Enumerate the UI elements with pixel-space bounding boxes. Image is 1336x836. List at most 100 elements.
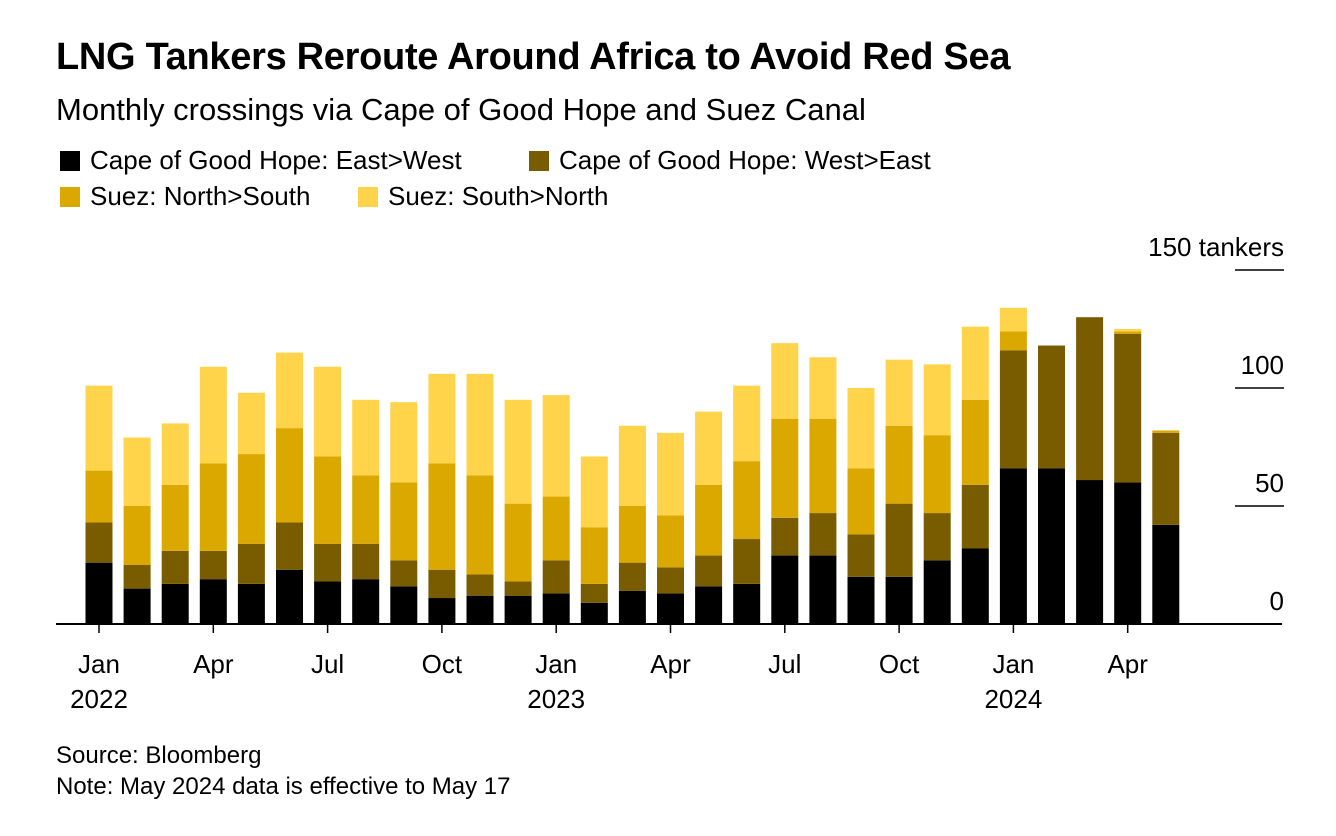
chart-notes: Source: Bloomberg Note: May 2024 data is… xyxy=(56,740,510,802)
x-tick-label: Jan xyxy=(78,649,120,679)
bar-segment-3 xyxy=(504,503,532,582)
bar-segment-2 xyxy=(466,574,494,596)
bar-segment-1 xyxy=(695,586,723,624)
bar-segment-2 xyxy=(1038,345,1065,469)
bar-segment-1 xyxy=(123,588,151,624)
legend-swatch xyxy=(60,186,80,207)
bar-segment-4 xyxy=(771,343,799,419)
bar-segment-1 xyxy=(1076,480,1104,624)
bar-segment-4 xyxy=(999,307,1027,332)
bar-segment-4 xyxy=(276,352,303,429)
footnote: Note: May 2024 data is effective to May … xyxy=(56,773,511,800)
bar-segment-4 xyxy=(466,373,494,476)
bar-segment-1 xyxy=(580,602,608,624)
chart-subtitle: Monthly crossings via Cape of Good Hope … xyxy=(56,92,866,127)
bar-segment-3 xyxy=(923,435,951,514)
bar-segment-2 xyxy=(123,565,151,589)
bar-segment-1 xyxy=(657,593,684,624)
bar-segment-3 xyxy=(390,482,418,561)
legend-item-suez-south-north: Suez: South>North xyxy=(358,181,608,212)
bar-segment-2 xyxy=(961,484,989,549)
legend-swatch xyxy=(60,150,80,171)
bar-segment-2 xyxy=(237,543,265,584)
bar-segment-4 xyxy=(885,359,913,426)
bar-segment-3 xyxy=(618,506,646,563)
bar-segment-4 xyxy=(428,373,456,464)
bar-segment-1 xyxy=(314,581,342,624)
bar-segment-3 xyxy=(657,515,684,568)
x-tick-year-label: 2022 xyxy=(70,684,128,714)
bar-segment-2 xyxy=(923,513,951,561)
bar-segment-3 xyxy=(542,496,570,561)
bar-segment-1 xyxy=(1038,468,1065,624)
bar-segment-2 xyxy=(657,567,684,594)
bar-segment-4 xyxy=(657,432,684,516)
bar-segment-1 xyxy=(923,560,951,624)
bar-segment-1 xyxy=(85,562,113,624)
bar-segment-1 xyxy=(847,576,875,624)
bar-segment-4 xyxy=(695,411,723,485)
bar-segment-4 xyxy=(618,425,646,506)
bar-segment-4 xyxy=(123,437,151,506)
bar-segment-2 xyxy=(1076,317,1104,481)
bar-segment-3 xyxy=(961,399,989,485)
x-tick-label: Apr xyxy=(193,649,234,679)
bar-segment-3 xyxy=(771,418,799,518)
bar-segment-3 xyxy=(199,463,227,551)
y-tick-label: 0 xyxy=(1270,586,1284,616)
bar-segment-1 xyxy=(504,595,532,624)
x-tick-label: Jul xyxy=(311,649,344,679)
bar-segment-4 xyxy=(390,402,418,483)
bar-segment-1 xyxy=(466,595,494,624)
bar-segment-2 xyxy=(199,550,227,580)
bar-segment-3 xyxy=(314,456,342,544)
legend-swatch xyxy=(529,150,549,171)
bar-segment-1 xyxy=(809,555,837,624)
bar-segment-3 xyxy=(847,468,875,535)
bar-segment-1 xyxy=(199,579,227,624)
bar-segment-4 xyxy=(847,388,875,469)
chart-title: LNG Tankers Reroute Around Africa to Avo… xyxy=(56,36,1011,78)
bar-segment-2 xyxy=(85,522,113,563)
bar-segment-2 xyxy=(161,550,189,584)
bar-segment-4 xyxy=(199,366,227,464)
x-tick-label: Jan xyxy=(535,649,577,679)
x-tick-label: Oct xyxy=(422,649,463,679)
bar-segment-2 xyxy=(733,539,761,584)
x-tick-year-label: 2024 xyxy=(984,684,1042,714)
bar-segment-4 xyxy=(733,385,761,462)
bar-segment-4 xyxy=(237,392,265,455)
bar-segment-3 xyxy=(85,470,113,523)
x-tick-year-label: 2023 xyxy=(527,684,585,714)
bar-segment-2 xyxy=(504,581,532,596)
legend-item-cape-west-east: Cape of Good Hope: West>East xyxy=(529,145,931,176)
legend-label: Suez: North>South xyxy=(90,181,311,211)
bar-segment-3 xyxy=(580,527,608,584)
bar-segment-4 xyxy=(809,357,837,419)
bar-segment-3 xyxy=(999,331,1027,351)
bar-segment-3 xyxy=(276,428,303,523)
bar-segment-4 xyxy=(580,456,608,528)
bar-segment-2 xyxy=(771,517,799,556)
bar-segment-3 xyxy=(1114,331,1142,334)
bar-segment-1 xyxy=(961,548,989,624)
bar-segment-1 xyxy=(161,583,189,624)
bar-segment-4 xyxy=(542,395,570,497)
bar-segment-1 xyxy=(771,555,799,624)
y-tick-label: 50 xyxy=(1255,468,1284,498)
bar-segment-2 xyxy=(390,560,418,587)
bar-segment-1 xyxy=(1152,524,1180,624)
bar-segment-4 xyxy=(161,423,189,485)
x-tick-label: Apr xyxy=(1107,649,1148,679)
bar-segment-2 xyxy=(618,562,646,591)
bar-segment-1 xyxy=(352,579,380,624)
bar-segment-2 xyxy=(809,513,837,556)
bar-segment-1 xyxy=(276,569,303,624)
bar-segment-2 xyxy=(428,569,456,599)
bar-segment-1 xyxy=(618,590,646,624)
bar-segment-1 xyxy=(999,468,1027,624)
bar-segment-3 xyxy=(809,418,837,514)
bar-segment-2 xyxy=(695,555,723,587)
legend-item-suez-north-south: Suez: North>South xyxy=(60,181,310,212)
y-tick-label: 150 tankers xyxy=(1148,232,1284,262)
